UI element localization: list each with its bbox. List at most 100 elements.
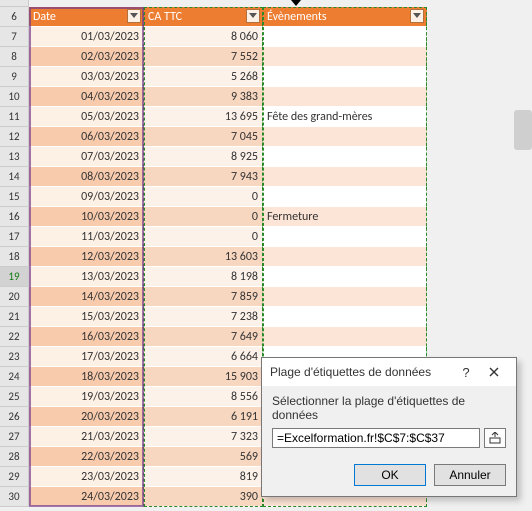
row-header[interactable]: 23 xyxy=(0,347,29,367)
cell-ca[interactable]: 7 859 xyxy=(144,287,263,307)
dialog-close-button[interactable] xyxy=(480,360,508,384)
cell-ca[interactable]: 9 383 xyxy=(144,87,263,107)
cell-date[interactable]: 13/03/2023 xyxy=(29,267,144,287)
row-header[interactable]: 22 xyxy=(0,327,29,347)
cell-date[interactable]: 17/03/2023 xyxy=(29,347,144,367)
row-header[interactable]: 20 xyxy=(0,287,29,307)
row-header[interactable]: 26 xyxy=(0,407,29,427)
cell-date[interactable]: 12/03/2023 xyxy=(29,247,144,267)
cell-date[interactable]: 09/03/2023 xyxy=(29,187,144,207)
cell-ev[interactable] xyxy=(263,327,427,347)
row-header[interactable]: 28 xyxy=(0,447,29,467)
cell-ev[interactable] xyxy=(263,67,427,87)
row-header[interactable]: 8 xyxy=(0,47,29,67)
row-header[interactable]: 14 xyxy=(0,167,29,187)
row-header[interactable]: 18 xyxy=(0,247,29,267)
cell-ca[interactable]: 7 045 xyxy=(144,127,263,147)
filter-button-date[interactable] xyxy=(127,9,141,23)
dialog-help-button[interactable]: ? xyxy=(452,360,480,384)
dialog-titlebar[interactable]: Plage d'étiquettes de données ? xyxy=(262,358,516,386)
cell-ev[interactable] xyxy=(263,247,427,267)
cell-ev[interactable] xyxy=(263,307,427,327)
row-header[interactable]: 9 xyxy=(0,67,29,87)
row-header[interactable]: 25 xyxy=(0,387,29,407)
cell-date[interactable]: 15/03/2023 xyxy=(29,307,144,327)
cell-date[interactable]: 14/03/2023 xyxy=(29,287,144,307)
row-header[interactable]: 24 xyxy=(0,367,29,387)
cell-ca[interactable]: 0 xyxy=(144,227,263,247)
cell-ca[interactable]: 7 238 xyxy=(144,307,263,327)
row-header[interactable]: 19 xyxy=(0,267,29,287)
cell-date[interactable]: 19/03/2023 xyxy=(29,387,144,407)
cell-ca[interactable]: 0 xyxy=(144,207,263,227)
cell-ca[interactable]: 819 xyxy=(144,467,263,487)
cell-date[interactable]: 23/03/2023 xyxy=(29,467,144,487)
cell-ev[interactable] xyxy=(263,267,427,287)
cell-ev[interactable]: Fermeture xyxy=(263,207,427,227)
row-header[interactable]: 27 xyxy=(0,427,29,447)
cell-ca[interactable]: 7 649 xyxy=(144,327,263,347)
row-header[interactable]: 29 xyxy=(0,467,29,487)
corner-cell[interactable] xyxy=(0,0,29,7)
cell-date[interactable]: 21/03/2023 xyxy=(29,427,144,447)
col-header-ca[interactable]: CA TTC xyxy=(144,7,263,27)
cell-ev[interactable] xyxy=(263,287,427,307)
row-header[interactable]: 12 xyxy=(0,127,29,147)
cell-date[interactable]: 08/03/2023 xyxy=(29,167,144,187)
cell-date[interactable]: 16/03/2023 xyxy=(29,327,144,347)
cell-ca[interactable]: 7 323 xyxy=(144,427,263,447)
row-header[interactable]: 17 xyxy=(0,227,29,247)
cell-date[interactable]: 05/03/2023 xyxy=(29,107,144,127)
row-header[interactable]: 16 xyxy=(0,207,29,227)
cell-ca[interactable]: 6 191 xyxy=(144,407,263,427)
cell-date[interactable]: 11/03/2023 xyxy=(29,227,144,247)
cell-ev[interactable] xyxy=(263,27,427,47)
cell-date[interactable]: 01/03/2023 xyxy=(29,27,144,47)
range-input[interactable] xyxy=(272,428,480,448)
cell-date[interactable]: 06/03/2023 xyxy=(29,127,144,147)
cell-ca[interactable]: 15 903 xyxy=(144,367,263,387)
cell-ca[interactable]: 390 xyxy=(144,487,263,507)
row-header[interactable]: 21 xyxy=(0,307,29,327)
row-header[interactable]: 13 xyxy=(0,147,29,167)
row-header[interactable]: 15 xyxy=(0,187,29,207)
cell-ca[interactable]: 8 556 xyxy=(144,387,263,407)
cell-ev[interactable] xyxy=(263,167,427,187)
cell-ev[interactable] xyxy=(263,47,427,67)
cell-ev[interactable]: Fête des grand-mères xyxy=(263,107,427,127)
cell-ca[interactable]: 569 xyxy=(144,447,263,467)
cell-date[interactable]: 04/03/2023 xyxy=(29,87,144,107)
cell-ca[interactable]: 8 060 xyxy=(144,27,263,47)
cancel-button[interactable]: Annuler xyxy=(434,464,506,486)
cell-ev[interactable] xyxy=(263,147,427,167)
cell-ca[interactable]: 7 943 xyxy=(144,167,263,187)
row-header[interactable]: 10 xyxy=(0,87,29,107)
cell-ca[interactable]: 6 664 xyxy=(144,347,263,367)
col-header-ev[interactable]: Évènements xyxy=(263,7,427,27)
row-header[interactable]: 6 xyxy=(0,7,29,27)
cell-ev[interactable] xyxy=(263,87,427,107)
cell-ev[interactable] xyxy=(263,187,427,207)
cell-ca[interactable]: 7 552 xyxy=(144,47,263,67)
row-header[interactable]: 11 xyxy=(0,107,29,127)
cell-ev[interactable] xyxy=(263,227,427,247)
cell-date[interactable]: 24/03/2023 xyxy=(29,487,144,507)
cell-date[interactable]: 18/03/2023 xyxy=(29,367,144,387)
filter-button-ev[interactable] xyxy=(410,9,424,23)
cell-ca[interactable]: 13 695 xyxy=(144,107,263,127)
col-header-date[interactable]: Date xyxy=(29,7,144,27)
cell-date[interactable]: 03/03/2023 xyxy=(29,67,144,87)
row-header[interactable]: 7 xyxy=(0,27,29,47)
cell-ca[interactable]: 13 603 xyxy=(144,247,263,267)
cell-ev[interactable] xyxy=(263,127,427,147)
ok-button[interactable]: OK xyxy=(354,464,426,486)
cell-ca[interactable]: 5 268 xyxy=(144,67,263,87)
cell-ca[interactable]: 0 xyxy=(144,187,263,207)
cell-ca[interactable]: 8 925 xyxy=(144,147,263,167)
cell-date[interactable]: 20/03/2023 xyxy=(29,407,144,427)
range-picker-button[interactable] xyxy=(484,428,506,448)
cell-date[interactable]: 22/03/2023 xyxy=(29,447,144,467)
scrollbar-thumb[interactable] xyxy=(514,110,532,150)
cell-date[interactable]: 02/03/2023 xyxy=(29,47,144,67)
row-header[interactable]: 30 xyxy=(0,487,29,507)
